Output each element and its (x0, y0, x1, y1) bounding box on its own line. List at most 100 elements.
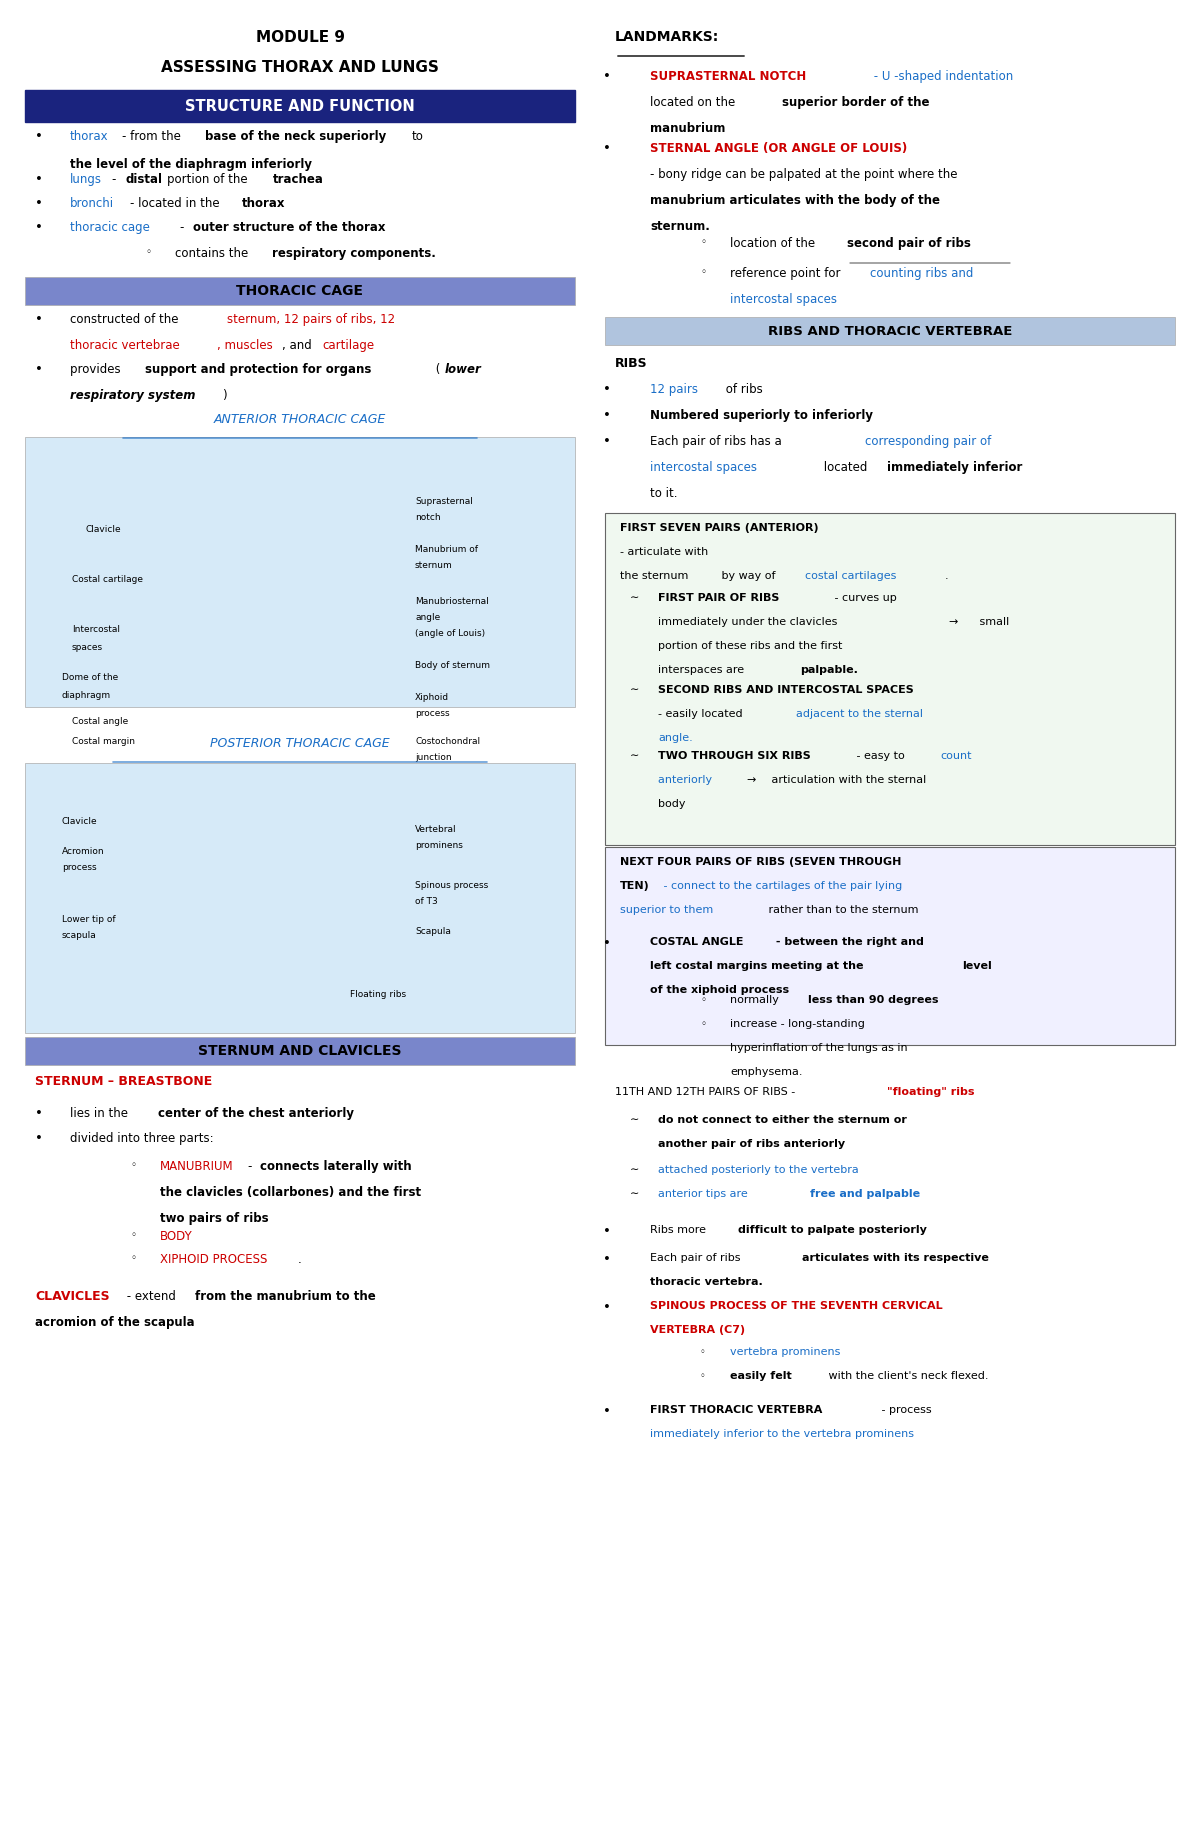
Text: do not connect to either the sternum or: do not connect to either the sternum or (658, 1116, 907, 1125)
Text: .: . (946, 571, 949, 582)
Text: emphysema.: emphysema. (730, 1066, 803, 1077)
FancyBboxPatch shape (25, 763, 575, 1033)
Text: ∼: ∼ (630, 1165, 640, 1174)
Text: level: level (962, 962, 991, 971)
Text: •: • (604, 1406, 611, 1418)
Text: ◦: ◦ (700, 1347, 706, 1358)
Text: FIRST SEVEN PAIRS (ANTERIOR): FIRST SEVEN PAIRS (ANTERIOR) (620, 523, 818, 532)
Text: (: ( (432, 363, 440, 376)
Text: RIBS: RIBS (616, 358, 648, 371)
Text: the sternum: the sternum (620, 571, 689, 582)
Text: outer structure of the thorax: outer structure of the thorax (193, 220, 385, 235)
Text: Xiphoid: Xiphoid (415, 694, 449, 703)
Text: reference point for: reference point for (730, 268, 845, 281)
Text: process: process (62, 862, 97, 872)
Text: with the client's neck flexed.: with the client's neck flexed. (826, 1371, 989, 1382)
Text: ◦: ◦ (700, 268, 706, 277)
Text: TEN): TEN) (620, 881, 649, 892)
Text: immediately under the clavicles: immediately under the clavicles (658, 617, 841, 628)
Text: •: • (35, 1132, 43, 1145)
FancyBboxPatch shape (25, 277, 575, 305)
Text: portion of the: portion of the (167, 172, 251, 185)
Text: ◦: ◦ (130, 1253, 136, 1262)
Text: located on the: located on the (650, 95, 739, 108)
Text: portion of these ribs and the first: portion of these ribs and the first (658, 640, 842, 651)
Text: FIRST THORACIC VERTEBRA: FIRST THORACIC VERTEBRA (650, 1406, 822, 1415)
Text: LANDMARKS:: LANDMARKS: (616, 29, 719, 44)
FancyBboxPatch shape (605, 317, 1175, 345)
Text: Lower tip of: Lower tip of (62, 916, 115, 925)
Text: thoracic vertebra.: thoracic vertebra. (650, 1277, 763, 1286)
Text: Costochondral: Costochondral (415, 738, 480, 747)
Text: divided into three parts:: divided into three parts: (70, 1132, 214, 1145)
Text: scapula: scapula (62, 930, 97, 940)
Text: •: • (35, 172, 43, 185)
FancyBboxPatch shape (25, 1037, 575, 1064)
Text: SECOND RIBS AND INTERCOSTAL SPACES: SECOND RIBS AND INTERCOSTAL SPACES (658, 684, 913, 695)
Text: - extend: - extend (124, 1290, 180, 1303)
Text: •: • (35, 196, 43, 209)
Text: 12 pairs: 12 pairs (650, 384, 698, 396)
Text: FIRST PAIR OF RIBS: FIRST PAIR OF RIBS (658, 593, 779, 604)
Text: respiratory components.: respiratory components. (272, 248, 436, 261)
Text: difficult to palpate posteriorly: difficult to palpate posteriorly (738, 1226, 926, 1235)
Text: prominens: prominens (415, 840, 463, 850)
Text: •: • (35, 363, 43, 376)
Text: ANTERIOR THORACIC CAGE: ANTERIOR THORACIC CAGE (214, 413, 386, 426)
Text: ◦: ◦ (700, 1018, 706, 1029)
Text: angle: angle (415, 613, 440, 622)
Text: junction: junction (415, 752, 451, 762)
Text: attached posteriorly to the vertebra: attached posteriorly to the vertebra (658, 1165, 859, 1174)
Text: - located in the: - located in the (130, 196, 223, 209)
Text: articulates with its respective: articulates with its respective (802, 1253, 989, 1262)
Text: lower: lower (445, 363, 481, 376)
Text: adjacent to the sternal: adjacent to the sternal (796, 708, 923, 719)
Text: - articulate with: - articulate with (620, 547, 708, 558)
Text: •: • (604, 1226, 611, 1239)
Text: base of the neck superiorly: base of the neck superiorly (205, 130, 386, 143)
Text: ◦: ◦ (700, 237, 706, 248)
FancyBboxPatch shape (25, 437, 575, 706)
Text: distal: distal (125, 172, 162, 185)
Text: ◦: ◦ (145, 248, 151, 257)
Text: connects laterally with: connects laterally with (260, 1160, 412, 1173)
Text: •: • (35, 220, 43, 235)
Text: ◦: ◦ (700, 1371, 706, 1382)
Text: vertebra prominens: vertebra prominens (730, 1347, 840, 1358)
Text: •: • (604, 938, 611, 951)
Text: costal cartilages: costal cartilages (805, 571, 896, 582)
Text: of ribs: of ribs (722, 384, 763, 396)
Text: →: → (746, 774, 755, 785)
Text: palpable.: palpable. (800, 664, 858, 675)
Text: ◦: ◦ (130, 1229, 136, 1240)
Text: left costal margins meeting at the: left costal margins meeting at the (650, 962, 868, 971)
Text: by way of: by way of (718, 571, 779, 582)
Text: TWO THROUGH SIX RIBS: TWO THROUGH SIX RIBS (658, 751, 811, 762)
Text: increase - long-standing: increase - long-standing (730, 1018, 865, 1029)
Text: Numbered superiorly to inferiorly: Numbered superiorly to inferiorly (650, 409, 874, 422)
Text: ◦: ◦ (130, 1160, 136, 1171)
Text: from the manubrium to the: from the manubrium to the (196, 1290, 376, 1303)
FancyBboxPatch shape (605, 514, 1175, 844)
Text: count: count (940, 751, 972, 762)
Text: - easy to: - easy to (853, 751, 908, 762)
Text: angle.: angle. (658, 732, 692, 743)
Text: notch: notch (415, 514, 440, 521)
Text: ): ) (222, 389, 227, 402)
Text: lies in the: lies in the (70, 1107, 132, 1119)
Text: STERNAL ANGLE (OR ANGLE OF LOUIS): STERNAL ANGLE (OR ANGLE OF LOUIS) (650, 141, 907, 154)
Text: hyperinflation of the lungs as in: hyperinflation of the lungs as in (730, 1042, 907, 1053)
Text: counting ribs and: counting ribs and (870, 268, 973, 281)
Text: anterior tips are: anterior tips are (658, 1189, 751, 1198)
Text: the clavicles (collarbones) and the first: the clavicles (collarbones) and the firs… (160, 1185, 421, 1198)
Text: bronchi: bronchi (70, 196, 114, 209)
Text: sternum.: sternum. (650, 220, 710, 233)
Text: Floating ribs: Floating ribs (350, 991, 406, 998)
Text: located: located (820, 461, 871, 473)
Text: ◦: ◦ (700, 995, 706, 1006)
Text: Acromion: Acromion (62, 848, 104, 855)
Text: •: • (604, 435, 611, 448)
Text: Manubriosternal: Manubriosternal (415, 596, 488, 606)
Text: provides: provides (70, 363, 125, 376)
Text: -: - (180, 220, 188, 235)
